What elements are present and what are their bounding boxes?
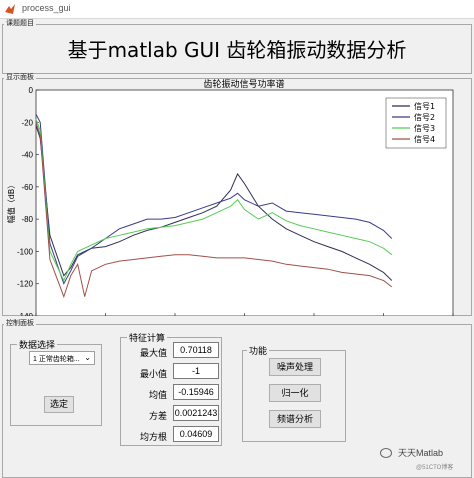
watermark-sub: @51CTO博客 bbox=[416, 465, 454, 471]
power-spectrum-chart: 0-20-40-60-80-100-120-140 05001000150020… bbox=[6, 78, 454, 316]
data-select-value: 1 正常齿轮箱... bbox=[33, 356, 80, 363]
rms-value-field[interactable]: 0.04609 bbox=[173, 426, 219, 442]
min-label: 最小值 bbox=[139, 369, 167, 379]
window-title: process_gui bbox=[22, 3, 71, 13]
spectrum-analysis-button[interactable]: 频谱分析 bbox=[269, 410, 321, 428]
wechat-icon bbox=[380, 448, 392, 458]
mean-value-field[interactable]: -0.15946 bbox=[173, 384, 219, 400]
normalize-button[interactable]: 归一化 bbox=[269, 384, 321, 402]
series-line-2 bbox=[35, 113, 393, 285]
chart-title: 齿轮振动信号功率谱 bbox=[203, 78, 284, 90]
watermark-text: 天天Matlab bbox=[398, 448, 444, 458]
series-line-4 bbox=[35, 122, 393, 299]
page-title: 基于matlab GUI 齿轮箱振动数据分析 bbox=[67, 38, 407, 62]
y-tick-label: -140 bbox=[17, 312, 34, 316]
legend-label-4: 信号4 bbox=[414, 134, 435, 144]
data-select-title: 数据选择 bbox=[17, 338, 58, 351]
control-panel-label: 控制面板 bbox=[4, 320, 36, 328]
mean-label: 均值 bbox=[148, 390, 167, 400]
select-button[interactable]: 选定 bbox=[44, 396, 74, 413]
variance-label: 方差 bbox=[148, 411, 167, 421]
functions-group: 功能 噪声处理 归一化 频谱分析 bbox=[242, 344, 346, 442]
features-title: 特征计算 bbox=[127, 331, 168, 344]
legend-label-3: 信号3 bbox=[414, 123, 435, 133]
matlab-icon bbox=[5, 4, 15, 14]
data-select-group: 数据选择 1 正常齿轮箱... ⌄ 选定 bbox=[10, 338, 102, 426]
max-value-field[interactable]: 0.70118 bbox=[173, 342, 219, 358]
y-tick-label: -20 bbox=[21, 118, 33, 127]
title-panel-label: 课题题目 bbox=[4, 20, 36, 28]
y-tick-label: 0 bbox=[29, 86, 34, 95]
rms-label: 均方根 bbox=[139, 432, 167, 442]
y-tick-label: -80 bbox=[21, 215, 33, 224]
features-group: 特征计算 最大值 0.70118 最小值 -1 均值 -0.15946 方差 0… bbox=[120, 331, 222, 446]
data-select-dropdown[interactable]: 1 正常齿轮箱... ⌄ bbox=[29, 351, 95, 365]
legend-label-2: 信号2 bbox=[414, 112, 435, 122]
legend-label-1: 信号1 bbox=[414, 101, 435, 111]
max-label: 最大值 bbox=[139, 348, 167, 358]
variance-value-field[interactable]: 0.0021243 bbox=[173, 405, 219, 421]
window-titlebar: process_gui bbox=[0, 0, 474, 19]
y-tick-label: -40 bbox=[21, 151, 33, 160]
y-axis-label: 幅值（dB） bbox=[6, 181, 16, 224]
min-value-field[interactable]: -1 bbox=[173, 363, 219, 379]
y-tick-label: -60 bbox=[21, 183, 33, 192]
y-tick-label: -100 bbox=[17, 247, 34, 256]
denoise-button[interactable]: 噪声处理 bbox=[269, 358, 321, 376]
title-panel bbox=[2, 24, 472, 74]
functions-title: 功能 bbox=[247, 344, 270, 357]
display-panel-label: 显示面板 bbox=[4, 74, 36, 82]
chevron-down-icon: ⌄ bbox=[84, 353, 91, 362]
series-line-3 bbox=[35, 118, 393, 282]
y-tick-label: -120 bbox=[17, 280, 34, 289]
series-line-1 bbox=[35, 125, 393, 281]
plot-area bbox=[35, 89, 454, 316]
